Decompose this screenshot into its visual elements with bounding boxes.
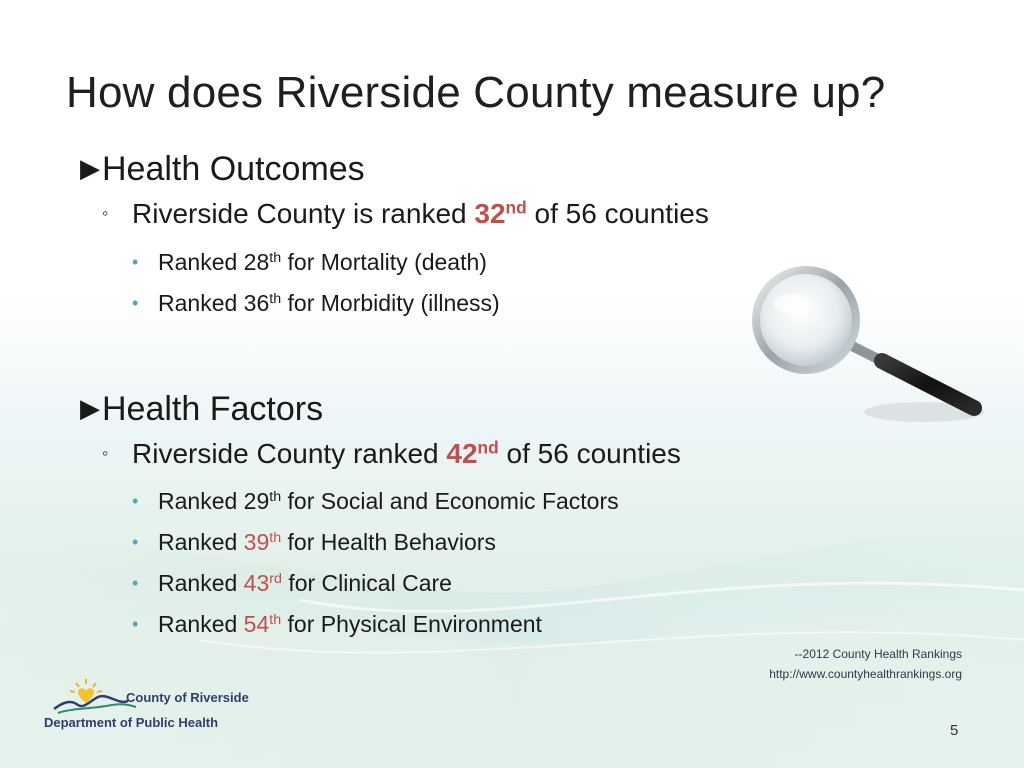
logo-line2: Department of Public Health bbox=[44, 715, 219, 730]
magnifying-glass-icon bbox=[734, 262, 996, 438]
source-url: http://www.countyhealthrankings.org bbox=[769, 667, 962, 681]
triangle-right-icon: ▶ bbox=[80, 393, 100, 423]
outcomes-rank: 32nd bbox=[474, 197, 527, 229]
source-citation: --2012 County Health Rankings bbox=[794, 647, 962, 661]
section-heading-factors: ▶Health Factors bbox=[80, 390, 323, 429]
list-item: • Ranked 29th for Social and Economic Fac… bbox=[132, 488, 619, 514]
bullet-dot-icon: • bbox=[132, 293, 139, 313]
list-item: • Ranked 43rd for Clinical Care bbox=[132, 570, 452, 596]
slide-title: How does Riverside County measure up? bbox=[66, 68, 886, 117]
bullet-dot-icon: • bbox=[132, 252, 139, 272]
outcomes-summary: ◦ Riverside County is ranked 32nd of 56 c… bbox=[102, 197, 709, 229]
bullet-dot-icon: • bbox=[132, 532, 139, 552]
heading-text: Health Outcomes bbox=[102, 150, 365, 188]
county-logo: County of Riverside Department of Public… bbox=[42, 675, 262, 737]
triangle-right-icon: ▶ bbox=[80, 153, 100, 183]
list-item: • Ranked 36th for Morbidity (illness) bbox=[132, 290, 500, 316]
list-item: • Ranked 28th for Mortality (death) bbox=[132, 249, 487, 275]
list-item: • Ranked 54th for Physical Environment bbox=[132, 611, 542, 637]
factors-summary: ◦ Riverside County ranked 42nd of 56 coun… bbox=[102, 437, 681, 469]
bullet-dot-icon: • bbox=[132, 573, 139, 593]
factors-rank: 42nd bbox=[446, 437, 499, 469]
hollow-circle-icon: ◦ bbox=[102, 443, 109, 463]
bullet-dot-icon: • bbox=[132, 491, 139, 511]
logo-line1: County of Riverside bbox=[126, 690, 249, 705]
sun-heart-icon bbox=[53, 679, 137, 714]
hollow-circle-icon: ◦ bbox=[102, 203, 109, 223]
heading-text: Health Factors bbox=[102, 390, 324, 428]
page-number: 5 bbox=[950, 722, 959, 739]
bullet-dot-icon: • bbox=[132, 614, 139, 634]
section-heading-outcomes: ▶Health Outcomes bbox=[80, 150, 365, 189]
list-item: • Ranked 39th for Health Behaviors bbox=[132, 529, 496, 555]
